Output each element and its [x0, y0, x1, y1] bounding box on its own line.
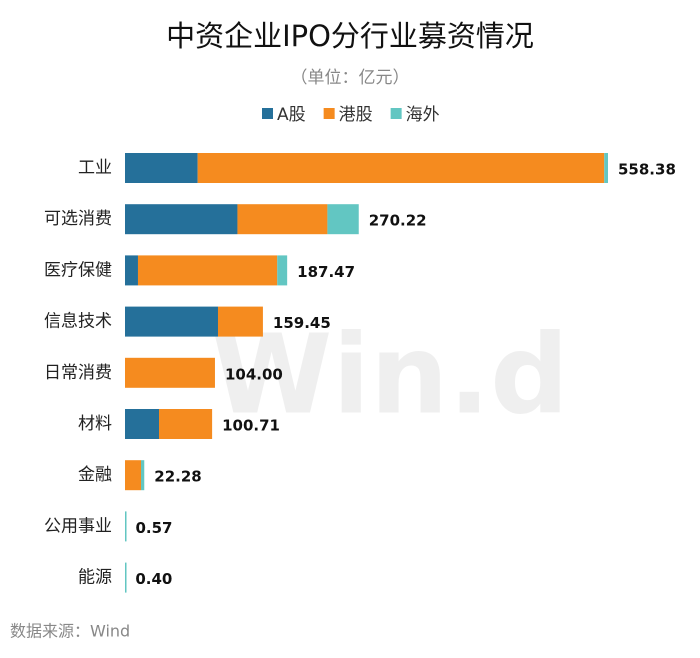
y-tick-label: 信息技术: [44, 312, 112, 332]
bar-segment: [125, 562, 127, 593]
bar-segment: [197, 153, 605, 183]
legend: A股 港股 海外: [262, 105, 440, 125]
legend-label: 港股: [339, 105, 373, 125]
bar-segment: [277, 255, 288, 286]
y-tick-label: 可选消费: [44, 209, 112, 229]
y-tick-label: 日常消费: [44, 363, 112, 383]
y-tick-label: 材料: [78, 414, 112, 434]
bar-segment: [327, 204, 359, 235]
bar-segment: [125, 153, 198, 183]
chart-title: 中资企业IPO分行业募资情况: [166, 19, 534, 53]
bar-segment: [125, 204, 238, 235]
y-tick-label: 金融: [78, 465, 112, 485]
total-label: 100.71: [222, 417, 280, 435]
legend-label: A股: [277, 105, 306, 125]
total-label: 159.45: [273, 314, 331, 332]
bar-segment: [125, 306, 218, 337]
total-label: 0.40: [135, 570, 172, 588]
bar-segment: [125, 511, 127, 542]
subtitle: （单位：亿元）: [291, 68, 410, 88]
bar-segment: [217, 306, 263, 337]
bar-segment: [125, 357, 215, 388]
total-label: 558.38: [618, 161, 676, 179]
bar-segment: [137, 255, 278, 286]
total-label: 0.57: [135, 519, 172, 537]
legend-label: 海外: [406, 105, 440, 125]
watermark: Win.d: [211, 310, 569, 438]
y-tick-label: 能源: [78, 568, 112, 588]
bar-segment: [141, 460, 145, 491]
total-label: 270.22: [369, 212, 427, 230]
legend-swatch: [390, 108, 402, 119]
y-tick-label: 工业: [78, 158, 112, 178]
total-label: 22.28: [154, 468, 201, 486]
source: 数据来源：Wind: [10, 622, 130, 641]
y-tick-label: 医疗保健: [44, 260, 112, 280]
bar-segment: [237, 204, 328, 235]
legend-swatch: [262, 108, 273, 119]
bar-segment: [604, 153, 608, 183]
legend-swatch: [323, 108, 335, 119]
bar-segment: [125, 460, 142, 491]
bar-segment: [125, 255, 138, 286]
bar-segment: [125, 409, 159, 439]
y-tick-label: 公用事业: [44, 516, 112, 536]
total-label: 187.47: [297, 263, 355, 281]
total-label: 104.00: [225, 365, 283, 383]
bar-segment: [158, 409, 213, 439]
